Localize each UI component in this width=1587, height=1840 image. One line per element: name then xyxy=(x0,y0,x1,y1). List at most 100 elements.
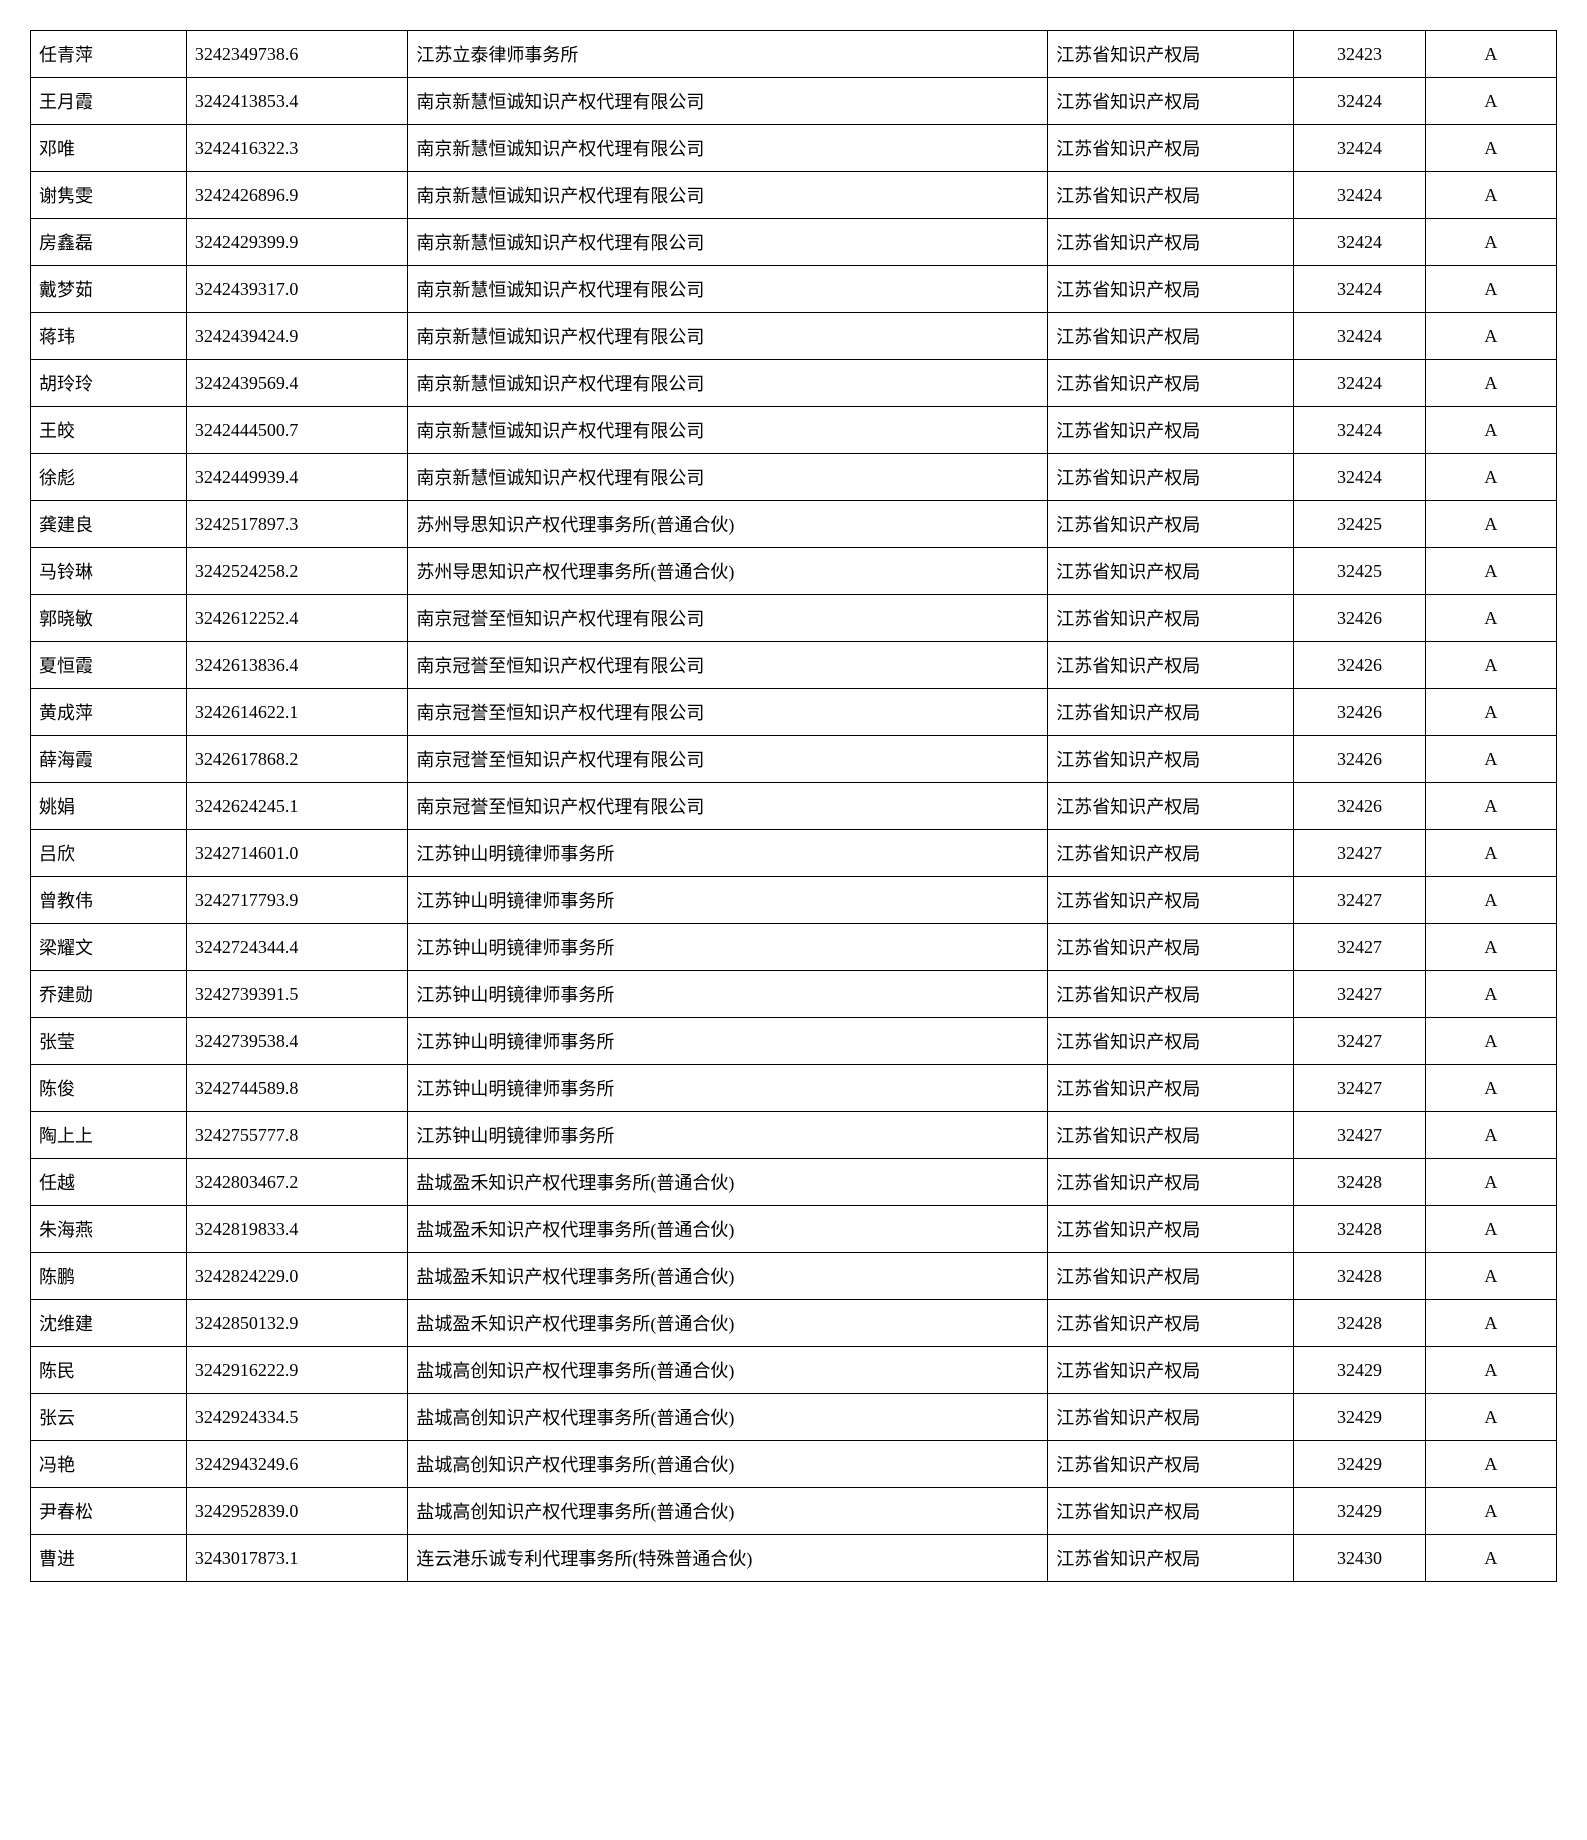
cell-bureau: 江苏省知识产权局 xyxy=(1048,971,1294,1018)
table-row: 陶上上3242755777.8江苏钟山明镜律师事务所江苏省知识产权局32427A xyxy=(31,1112,1557,1159)
cell-bureau: 江苏省知识产权局 xyxy=(1048,219,1294,266)
cell-org: 盐城盈禾知识产权代理事务所(普通合伙) xyxy=(408,1206,1048,1253)
cell-code: 32426 xyxy=(1294,689,1425,736)
table-row: 陈鹏3242824229.0盐城盈禾知识产权代理事务所(普通合伙)江苏省知识产权… xyxy=(31,1253,1557,1300)
cell-code: 32424 xyxy=(1294,360,1425,407)
cell-org: 南京新慧恒诚知识产权代理有限公司 xyxy=(408,266,1048,313)
cell-id: 3242943249.6 xyxy=(186,1441,408,1488)
cell-org: 南京冠誉至恒知识产权代理有限公司 xyxy=(408,689,1048,736)
cell-bureau: 江苏省知识产权局 xyxy=(1048,1347,1294,1394)
cell-id: 3242439317.0 xyxy=(186,266,408,313)
cell-grade: A xyxy=(1425,1441,1556,1488)
cell-org: 南京新慧恒诚知识产权代理有限公司 xyxy=(408,454,1048,501)
data-table: 任青萍3242349738.6江苏立泰律师事务所江苏省知识产权局32423A王月… xyxy=(30,30,1557,1582)
cell-name: 房鑫磊 xyxy=(31,219,187,266)
cell-id: 3242413853.4 xyxy=(186,78,408,125)
cell-org: 江苏立泰律师事务所 xyxy=(408,31,1048,78)
cell-bureau: 江苏省知识产权局 xyxy=(1048,1488,1294,1535)
cell-name: 王月霞 xyxy=(31,78,187,125)
cell-org: 苏州导思知识产权代理事务所(普通合伙) xyxy=(408,548,1048,595)
cell-grade: A xyxy=(1425,172,1556,219)
cell-id: 3242524258.2 xyxy=(186,548,408,595)
cell-org: 盐城盈禾知识产权代理事务所(普通合伙) xyxy=(408,1159,1048,1206)
table-row: 郭晓敏3242612252.4南京冠誉至恒知识产权代理有限公司江苏省知识产权局3… xyxy=(31,595,1557,642)
table-row: 曹进3243017873.1连云港乐诚专利代理事务所(特殊普通合伙)江苏省知识产… xyxy=(31,1535,1557,1582)
cell-name: 陈俊 xyxy=(31,1065,187,1112)
cell-code: 32429 xyxy=(1294,1441,1425,1488)
cell-org: 盐城高创知识产权代理事务所(普通合伙) xyxy=(408,1488,1048,1535)
cell-code: 32424 xyxy=(1294,313,1425,360)
cell-code: 32424 xyxy=(1294,125,1425,172)
table-row: 马铃琳3242524258.2苏州导思知识产权代理事务所(普通合伙)江苏省知识产… xyxy=(31,548,1557,595)
cell-bureau: 江苏省知识产权局 xyxy=(1048,689,1294,736)
cell-id: 3242850132.9 xyxy=(186,1300,408,1347)
cell-id: 3242924334.5 xyxy=(186,1394,408,1441)
table-row: 任青萍3242349738.6江苏立泰律师事务所江苏省知识产权局32423A xyxy=(31,31,1557,78)
table-row: 胡玲玲3242439569.4南京新慧恒诚知识产权代理有限公司江苏省知识产权局3… xyxy=(31,360,1557,407)
cell-code: 32424 xyxy=(1294,78,1425,125)
cell-org: 江苏钟山明镜律师事务所 xyxy=(408,971,1048,1018)
cell-grade: A xyxy=(1425,736,1556,783)
cell-bureau: 江苏省知识产权局 xyxy=(1048,736,1294,783)
cell-id: 3242624245.1 xyxy=(186,783,408,830)
cell-code: 32427 xyxy=(1294,1065,1425,1112)
cell-bureau: 江苏省知识产权局 xyxy=(1048,501,1294,548)
table-row: 冯艳3242943249.6盐城高创知识产权代理事务所(普通合伙)江苏省知识产权… xyxy=(31,1441,1557,1488)
cell-name: 张莹 xyxy=(31,1018,187,1065)
cell-code: 32429 xyxy=(1294,1394,1425,1441)
cell-org: 南京新慧恒诚知识产权代理有限公司 xyxy=(408,172,1048,219)
cell-code: 32428 xyxy=(1294,1206,1425,1253)
cell-name: 张云 xyxy=(31,1394,187,1441)
cell-bureau: 江苏省知识产权局 xyxy=(1048,783,1294,830)
cell-grade: A xyxy=(1425,1347,1556,1394)
cell-bureau: 江苏省知识产权局 xyxy=(1048,1159,1294,1206)
table-row: 陈俊3242744589.8江苏钟山明镜律师事务所江苏省知识产权局32427A xyxy=(31,1065,1557,1112)
table-row: 梁耀文3242724344.4江苏钟山明镜律师事务所江苏省知识产权局32427A xyxy=(31,924,1557,971)
cell-code: 32425 xyxy=(1294,501,1425,548)
cell-bureau: 江苏省知识产权局 xyxy=(1048,1535,1294,1582)
table-row: 徐彪3242449939.4南京新慧恒诚知识产权代理有限公司江苏省知识产权局32… xyxy=(31,454,1557,501)
cell-name: 曹进 xyxy=(31,1535,187,1582)
cell-name: 郭晓敏 xyxy=(31,595,187,642)
cell-org: 南京新慧恒诚知识产权代理有限公司 xyxy=(408,407,1048,454)
cell-org: 江苏钟山明镜律师事务所 xyxy=(408,877,1048,924)
cell-bureau: 江苏省知识产权局 xyxy=(1048,1065,1294,1112)
cell-org: 南京新慧恒诚知识产权代理有限公司 xyxy=(408,360,1048,407)
cell-org: 盐城高创知识产权代理事务所(普通合伙) xyxy=(408,1394,1048,1441)
cell-org: 盐城盈禾知识产权代理事务所(普通合伙) xyxy=(408,1253,1048,1300)
cell-id: 3242952839.0 xyxy=(186,1488,408,1535)
cell-name: 尹春松 xyxy=(31,1488,187,1535)
cell-name: 马铃琳 xyxy=(31,548,187,595)
cell-code: 32427 xyxy=(1294,830,1425,877)
cell-code: 32426 xyxy=(1294,783,1425,830)
cell-org: 南京冠誉至恒知识产权代理有限公司 xyxy=(408,642,1048,689)
table-row: 戴梦茹3242439317.0南京新慧恒诚知识产权代理有限公司江苏省知识产权局3… xyxy=(31,266,1557,313)
cell-org: 南京冠誉至恒知识产权代理有限公司 xyxy=(408,783,1048,830)
cell-grade: A xyxy=(1425,313,1556,360)
cell-name: 黄成萍 xyxy=(31,689,187,736)
cell-grade: A xyxy=(1425,78,1556,125)
cell-org: 连云港乐诚专利代理事务所(特殊普通合伙) xyxy=(408,1535,1048,1582)
cell-name: 陈民 xyxy=(31,1347,187,1394)
cell-grade: A xyxy=(1425,454,1556,501)
table-row: 尹春松3242952839.0盐城高创知识产权代理事务所(普通合伙)江苏省知识产… xyxy=(31,1488,1557,1535)
cell-org: 盐城高创知识产权代理事务所(普通合伙) xyxy=(408,1441,1048,1488)
cell-org: 南京新慧恒诚知识产权代理有限公司 xyxy=(408,125,1048,172)
cell-id: 3242439424.9 xyxy=(186,313,408,360)
cell-grade: A xyxy=(1425,31,1556,78)
cell-name: 曾教伟 xyxy=(31,877,187,924)
table-row: 王皎3242444500.7南京新慧恒诚知识产权代理有限公司江苏省知识产权局32… xyxy=(31,407,1557,454)
table-row: 黄成萍3242614622.1南京冠誉至恒知识产权代理有限公司江苏省知识产权局3… xyxy=(31,689,1557,736)
cell-bureau: 江苏省知识产权局 xyxy=(1048,407,1294,454)
table-row: 乔建勋3242739391.5江苏钟山明镜律师事务所江苏省知识产权局32427A xyxy=(31,971,1557,1018)
cell-name: 任青萍 xyxy=(31,31,187,78)
cell-id: 3242517897.3 xyxy=(186,501,408,548)
cell-name: 梁耀文 xyxy=(31,924,187,971)
cell-id: 3243017873.1 xyxy=(186,1535,408,1582)
cell-org: 南京冠誉至恒知识产权代理有限公司 xyxy=(408,736,1048,783)
cell-bureau: 江苏省知识产权局 xyxy=(1048,31,1294,78)
table-row: 张云3242924334.5盐城高创知识产权代理事务所(普通合伙)江苏省知识产权… xyxy=(31,1394,1557,1441)
cell-id: 3242617868.2 xyxy=(186,736,408,783)
cell-bureau: 江苏省知识产权局 xyxy=(1048,877,1294,924)
cell-code: 32427 xyxy=(1294,877,1425,924)
